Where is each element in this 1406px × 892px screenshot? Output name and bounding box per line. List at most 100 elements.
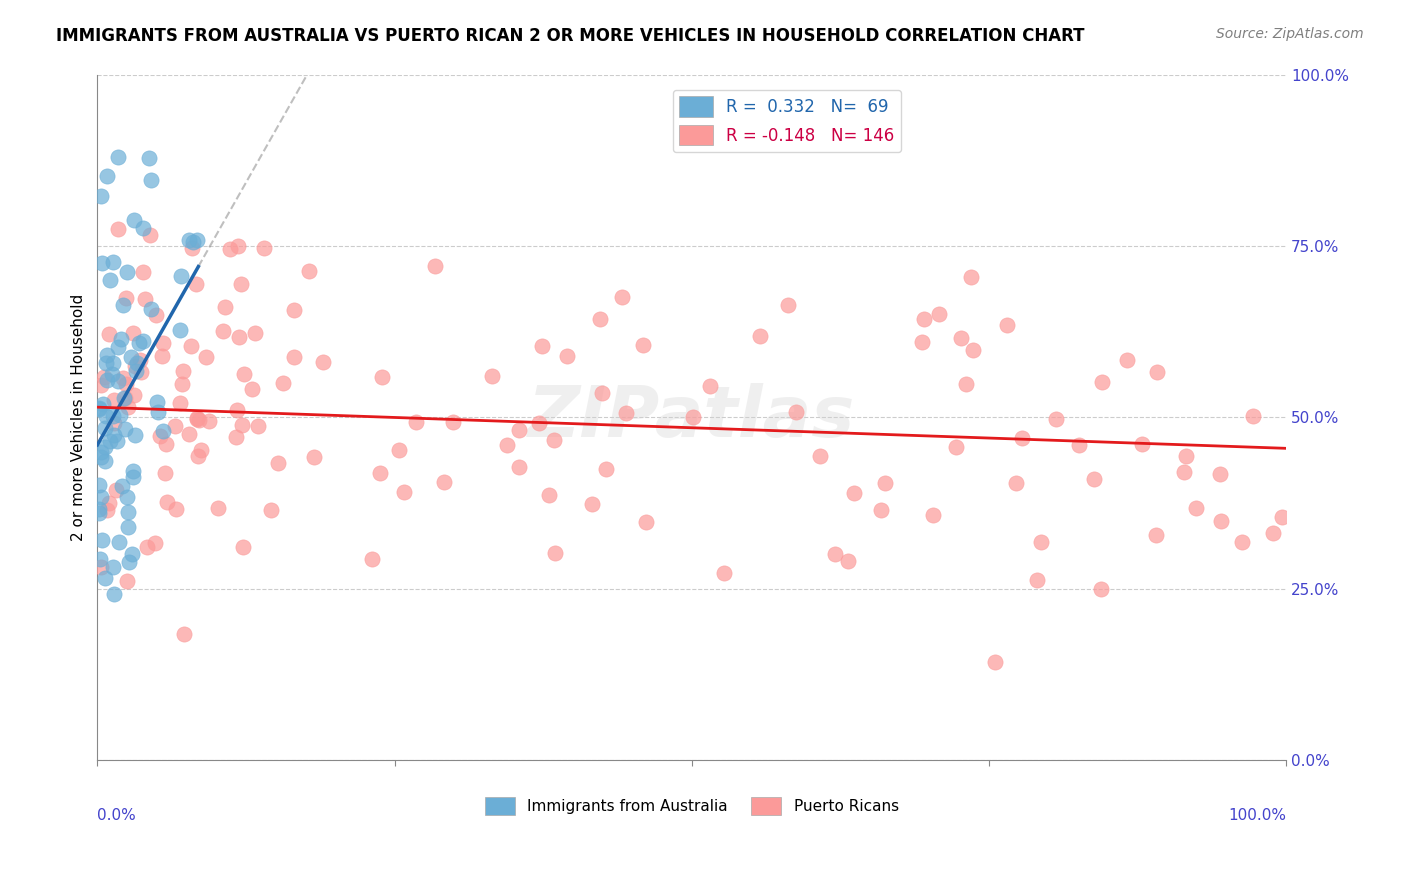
Point <box>128 335 150 350</box>
Point <box>508 423 530 437</box>
Point <box>90 188 112 202</box>
Point <box>90 450 112 464</box>
Point <box>170 269 193 284</box>
Point <box>229 277 252 291</box>
Point <box>912 311 935 326</box>
Point <box>124 428 146 442</box>
Point <box>149 428 172 442</box>
Point <box>101 255 124 269</box>
Point <box>1029 535 1052 549</box>
Point <box>233 367 256 381</box>
Point <box>785 405 807 419</box>
Point <box>103 427 125 442</box>
Point <box>122 464 145 478</box>
Point <box>194 350 217 364</box>
Point <box>1090 582 1112 596</box>
Text: Source: ZipAtlas.com: Source: ZipAtlas.com <box>1216 27 1364 41</box>
Point <box>117 505 139 519</box>
Point <box>1116 353 1139 368</box>
Point <box>595 462 617 476</box>
Point <box>177 427 200 442</box>
Point <box>141 173 163 187</box>
Point <box>101 356 124 370</box>
Point <box>1026 573 1049 587</box>
Point <box>1091 375 1114 389</box>
Point <box>1045 412 1067 426</box>
Point <box>530 339 553 353</box>
Point <box>922 508 945 523</box>
Point <box>93 441 115 455</box>
Point <box>481 369 503 384</box>
Point <box>152 424 174 438</box>
Point <box>96 348 118 362</box>
Point <box>1271 510 1294 524</box>
Point <box>995 318 1018 332</box>
Point <box>121 326 143 341</box>
Point <box>1144 528 1167 542</box>
Point <box>138 151 160 165</box>
Point <box>911 334 934 349</box>
Point <box>181 235 204 249</box>
Point <box>544 546 567 560</box>
Point <box>360 552 382 566</box>
Point <box>267 456 290 470</box>
Point <box>103 417 125 431</box>
Point <box>107 341 129 355</box>
Point <box>875 475 897 490</box>
Point <box>173 627 195 641</box>
Point <box>636 515 658 529</box>
Point <box>870 503 893 517</box>
Point <box>114 422 136 436</box>
Point <box>207 501 229 516</box>
Point <box>94 409 117 424</box>
Point <box>198 414 221 428</box>
Point <box>101 409 124 423</box>
Point <box>132 221 155 235</box>
Point <box>107 221 129 235</box>
Point <box>388 442 411 457</box>
Point <box>117 519 139 533</box>
Point <box>87 501 110 516</box>
Point <box>121 547 143 561</box>
Point <box>101 367 124 381</box>
Point <box>155 467 177 481</box>
Point <box>950 331 973 345</box>
Point <box>260 503 283 517</box>
Point <box>163 418 186 433</box>
Point <box>591 386 613 401</box>
Point <box>226 403 249 417</box>
Point <box>186 277 208 291</box>
Point <box>152 335 174 350</box>
Point <box>682 410 704 425</box>
Point <box>93 370 115 384</box>
Point <box>226 239 249 253</box>
Point <box>283 303 305 318</box>
Point <box>186 412 208 426</box>
Text: 100.0%: 100.0% <box>1227 808 1286 823</box>
Point <box>103 587 125 601</box>
Point <box>218 242 240 256</box>
Point <box>125 356 148 370</box>
Text: 0.0%: 0.0% <box>97 808 136 823</box>
Point <box>271 376 294 390</box>
Point <box>699 379 721 393</box>
Point <box>117 490 139 504</box>
Point <box>778 298 800 312</box>
Point <box>748 329 770 343</box>
Point <box>139 301 162 316</box>
Point <box>243 326 266 341</box>
Point <box>312 355 335 369</box>
Point <box>955 377 977 392</box>
Point <box>94 421 117 435</box>
Point <box>172 364 194 378</box>
Point <box>155 437 177 451</box>
Point <box>112 371 135 385</box>
Point <box>555 349 578 363</box>
Point <box>1230 535 1253 549</box>
Point <box>188 413 211 427</box>
Point <box>122 470 145 484</box>
Point <box>169 323 191 337</box>
Point <box>180 339 202 353</box>
Point <box>115 265 138 279</box>
Legend: Immigrants from Australia, Puerto Ricans: Immigrants from Australia, Puerto Ricans <box>478 790 905 822</box>
